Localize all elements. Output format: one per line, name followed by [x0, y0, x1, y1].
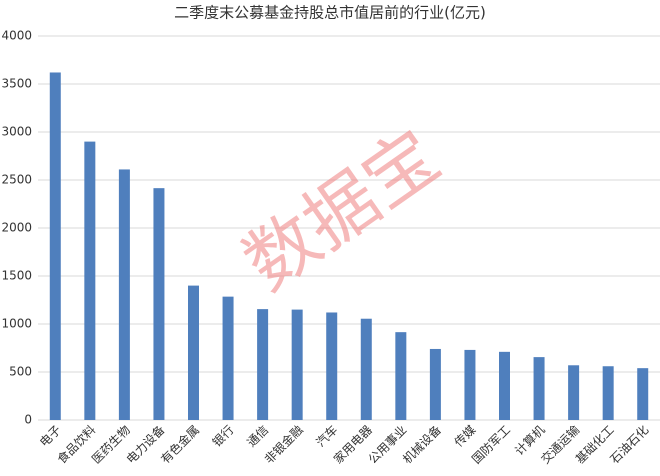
- y-tick-label: 1000: [1, 317, 32, 331]
- y-tick-label: 1500: [1, 269, 32, 283]
- bar: [153, 188, 165, 420]
- x-tick-label: 非银金融: [261, 422, 306, 467]
- y-tick-label: 4000: [1, 29, 32, 43]
- x-tick-label: 通信: [244, 423, 271, 450]
- bar: [395, 332, 407, 420]
- bar: [464, 349, 476, 420]
- x-tick-label: 电子: [37, 423, 64, 450]
- bar: [429, 348, 441, 420]
- bar: [188, 285, 199, 420]
- bar: [533, 357, 545, 420]
- x-tick-label: 有色金属: [158, 422, 203, 467]
- bar: [118, 169, 130, 420]
- y-tick-label: 3000: [1, 125, 32, 139]
- watermark: 数据宝: [229, 114, 454, 307]
- x-tick-label: 汽车: [313, 422, 341, 450]
- bar: [568, 365, 580, 420]
- x-tick-label: 传媒: [451, 422, 479, 450]
- bar: [49, 72, 61, 420]
- bar: [222, 296, 234, 420]
- bar: [257, 309, 269, 420]
- y-tick-label: 2000: [1, 221, 32, 235]
- y-tick-label: 0: [24, 413, 32, 427]
- bar: [602, 366, 614, 420]
- bar: [291, 309, 303, 420]
- bar: [637, 368, 649, 420]
- x-tick-label: 石油石化: [607, 423, 651, 467]
- bar: [326, 312, 338, 420]
- x-tick-label: 机械设备: [399, 422, 444, 467]
- bar: [499, 351, 510, 420]
- y-tick-label: 2500: [1, 173, 32, 187]
- x-tick-label: 国防军工: [469, 422, 514, 467]
- bar: [360, 318, 372, 420]
- y-tick-label: 3500: [1, 77, 32, 91]
- chart-title: 二季度末公募基金持股总市值居前的行业(亿元): [174, 4, 486, 22]
- bar: [84, 141, 96, 420]
- x-tick-label: 银行: [210, 423, 237, 450]
- y-tick-label: 500: [9, 365, 32, 379]
